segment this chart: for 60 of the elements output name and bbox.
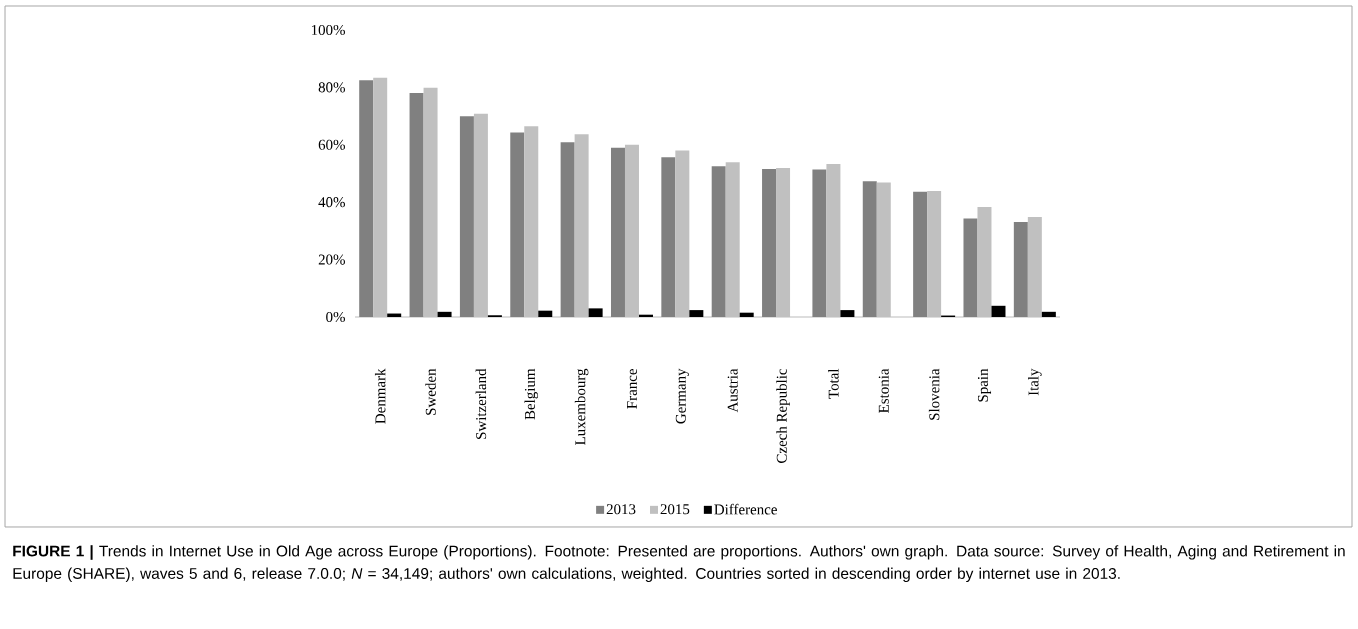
bar xyxy=(927,190,942,317)
bar xyxy=(711,166,726,317)
bar xyxy=(437,311,452,317)
bar xyxy=(812,169,827,317)
bar xyxy=(588,308,603,317)
bar xyxy=(675,150,690,317)
x-tick-label: Denmark xyxy=(374,368,386,424)
bar xyxy=(610,147,625,317)
x-tick-label: Total xyxy=(828,368,839,399)
text: FIGURE 1 | Trends in Internet Use in Old Age across Europe (Proportions). Footnote: Presented are proportions. Authors' own graph. Data source: Survey of Health, Aging and Retirement in Europe (SHARE), waves 5 and 6, release 7.0.0; N = 34,149; authors' own calculations, weighted. Countries sorted in descending order by internet use in 2013. xyxy=(13,545,1345,582)
y-tick-label: 60% xyxy=(318,139,345,150)
bar xyxy=(1027,217,1042,317)
bar xyxy=(840,310,855,317)
x-tick-label: Estonia xyxy=(878,368,889,413)
bar xyxy=(739,312,754,317)
bar xyxy=(1041,311,1056,317)
bar xyxy=(963,218,978,317)
bar xyxy=(876,182,891,317)
x-tick-label: Sweden xyxy=(425,368,436,415)
bar xyxy=(661,157,676,317)
bar xyxy=(762,168,777,317)
legend-label: 2013 xyxy=(606,504,636,515)
x-tick-label: Switzerland xyxy=(475,368,487,439)
bar xyxy=(373,77,388,317)
y-tick-label: 100% xyxy=(311,24,345,36)
bar xyxy=(725,162,740,317)
bar xyxy=(624,144,639,317)
bar xyxy=(862,181,877,317)
bar xyxy=(473,113,488,317)
bar xyxy=(991,305,1006,317)
bar xyxy=(560,142,575,317)
bar xyxy=(359,80,374,317)
bar xyxy=(538,310,553,317)
x-tick-label: Belgium xyxy=(524,368,539,420)
x-tick-label: Spain xyxy=(977,368,992,402)
bar xyxy=(423,87,438,317)
bar xyxy=(574,134,589,317)
bar xyxy=(524,126,539,317)
bar xyxy=(689,310,704,317)
x-tick-label: France xyxy=(627,369,637,409)
x-tick-label: Austria xyxy=(727,368,738,413)
bar xyxy=(510,132,525,317)
bar xyxy=(977,207,992,317)
y-tick-label: 0% xyxy=(326,311,345,323)
bar xyxy=(459,116,474,317)
bar xyxy=(826,164,841,317)
bar xyxy=(409,93,424,317)
legend-label: Difference xyxy=(714,503,777,515)
legend-label: 2015 xyxy=(660,504,690,515)
y-tick-label: 40% xyxy=(318,197,345,208)
bar xyxy=(1013,221,1028,317)
x-tick-label: Slovenia xyxy=(928,368,940,420)
bar xyxy=(776,168,791,317)
y-tick-label: 20% xyxy=(318,254,345,265)
y-tick-label: 80% xyxy=(318,82,345,93)
x-tick-label: Luxembourg xyxy=(574,368,589,445)
bar xyxy=(913,191,928,317)
x-tick-label: Germany xyxy=(675,368,689,424)
x-tick-label: Czech Republic xyxy=(776,368,790,463)
x-tick-label: Italy xyxy=(1028,368,1042,396)
